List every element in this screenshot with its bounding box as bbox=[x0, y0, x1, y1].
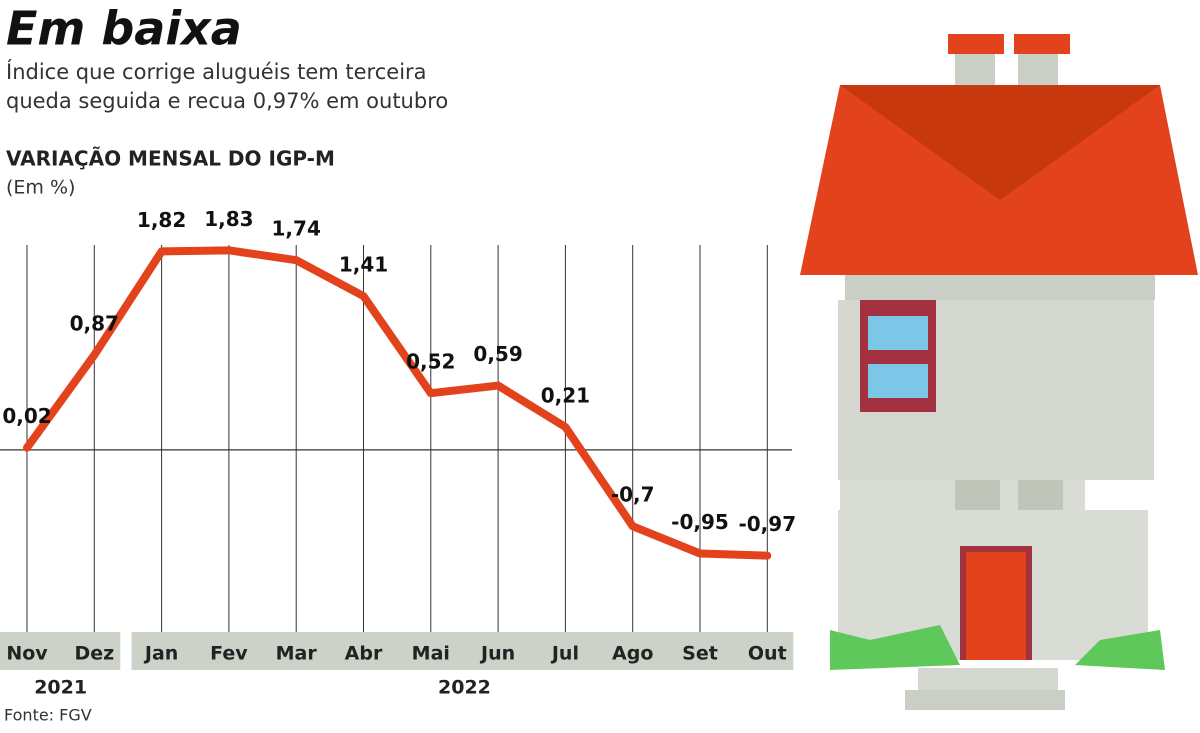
x-tick-label: Jan bbox=[143, 643, 178, 665]
data-label: 1,82 bbox=[137, 208, 186, 232]
chart-title: Em baixa bbox=[6, 2, 242, 56]
x-tick-label: Jun bbox=[479, 643, 515, 665]
data-label: 0,02 bbox=[2, 404, 51, 428]
point bbox=[764, 552, 771, 559]
x-tick-label: Mai bbox=[412, 643, 450, 665]
subtitle-box: Índice que corrige aluguéis tem terceira… bbox=[6, 60, 449, 113]
year-label: 2022 bbox=[438, 677, 491, 699]
subtitle: Índice que corrige aluguéis tem terceira… bbox=[6, 60, 449, 113]
x-tick-label: Nov bbox=[6, 643, 48, 665]
line bbox=[23, 246, 772, 560]
point bbox=[293, 257, 300, 264]
x-tick-label: Jul bbox=[550, 643, 579, 665]
data-label: 1,41 bbox=[339, 253, 388, 277]
data-label: 0,52 bbox=[406, 350, 455, 374]
point bbox=[697, 550, 703, 557]
point bbox=[24, 444, 30, 451]
data-label: -0,95 bbox=[671, 510, 729, 534]
category-band bbox=[0, 632, 121, 670]
source: Fonte: FGV bbox=[4, 706, 92, 725]
point bbox=[225, 247, 232, 254]
point bbox=[562, 423, 569, 430]
point bbox=[495, 382, 502, 389]
point bbox=[91, 352, 98, 359]
point bbox=[360, 293, 367, 300]
x-tick-label: Ago bbox=[612, 643, 653, 665]
x-tick-label: Fev bbox=[210, 643, 248, 665]
x-tick-label: Mar bbox=[276, 643, 318, 665]
x-tick-label: Set bbox=[682, 643, 718, 665]
data-label: 0,59 bbox=[473, 342, 522, 366]
data-label: -0,97 bbox=[738, 512, 796, 536]
unit-label: (Em %) bbox=[6, 177, 75, 199]
category-band bbox=[131, 632, 794, 670]
chart-subtitle: VARIAÇÃO MENSAL DO IGP-M bbox=[6, 147, 335, 171]
point bbox=[629, 523, 636, 530]
house-illustration bbox=[800, 34, 1198, 710]
data-label: 0,21 bbox=[541, 383, 590, 407]
x-tick-label: Dez bbox=[74, 643, 114, 665]
point bbox=[158, 248, 165, 255]
data-label: 1,74 bbox=[272, 217, 321, 241]
data-label: 0,87 bbox=[70, 312, 119, 336]
x-tick-label: Out bbox=[748, 643, 787, 665]
point bbox=[427, 390, 434, 397]
data-label: -0,7 bbox=[611, 483, 655, 507]
data-label: 1,83 bbox=[204, 207, 253, 231]
x-tick-label: Abr bbox=[345, 643, 383, 665]
year-label: 2021 bbox=[34, 677, 87, 699]
